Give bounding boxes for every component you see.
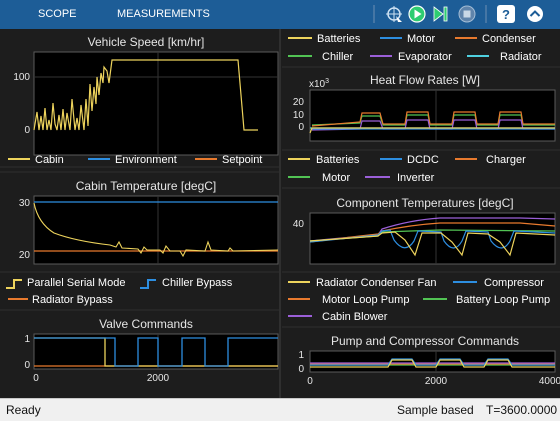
legend-label: Evaporator (398, 51, 452, 63)
vehicle-speed-trace (33, 59, 258, 131)
stop-icon[interactable] (458, 5, 476, 23)
chiller-heat-trace (311, 114, 555, 126)
legend-label: Cabin (35, 154, 64, 166)
status-bar: Ready Sample based T=3600.0000 (0, 398, 560, 421)
radiator-fan-trace (310, 359, 555, 368)
collapse-icon[interactable] (527, 6, 543, 22)
legend-label: Condenser (482, 33, 536, 45)
ytick-label: 30 (19, 198, 31, 209)
legend-label: Motor Loop Pump (322, 294, 409, 306)
vehicle-speed-axes[interactable] (33, 51, 279, 156)
cabin-temp-panel: Cabin Temperature [degC] 30 20 (19, 179, 279, 265)
xtick-label: 2000 (425, 376, 448, 387)
heat-flow-panel: Heat Flow Rates [W] x103 20 10 0 (293, 73, 556, 142)
step-forward-icon[interactable] (433, 6, 448, 22)
cursor-icon[interactable] (386, 6, 402, 22)
pump-axes[interactable] (309, 350, 556, 373)
legend-label: Motor (322, 172, 350, 184)
legend-label: Setpoint (222, 154, 262, 166)
run-icon[interactable] (408, 5, 426, 23)
legend-label: Battery Loop Pump (456, 294, 550, 306)
ytick-label: 0 (298, 122, 304, 133)
ytick-label: 0 (24, 360, 30, 371)
help-icon[interactable]: ? (497, 5, 515, 23)
vehicle-speed-panel: Vehicle Speed [km/hr] 100 0 (13, 35, 279, 156)
legend-label: Charger (486, 154, 526, 166)
legend-label: Cabin Blower (322, 311, 388, 323)
valve-axes[interactable] (33, 333, 279, 370)
component-temp-legend: Batteries DCDC Charger Motor Inverter (288, 154, 526, 184)
legend-label: Parallel Serial Mode (27, 277, 125, 289)
heat-flow-title: Heat Flow Rates [W] (370, 73, 480, 87)
batteries-heat-trace (309, 127, 555, 134)
cabin-trace (33, 202, 279, 258)
pump-legend: Radiator Condenser Fan Compressor Motor … (288, 277, 550, 323)
batteries-temp-trace (309, 231, 556, 257)
ytick-label: 100 (13, 72, 30, 83)
pump-panel: Pump and Compressor Commands 1 0 0 2000 … (298, 334, 560, 387)
legend-label: Chiller Bypass (162, 277, 233, 289)
cabin-temp-legend: Cabin Environment Setpoint (8, 154, 262, 166)
svg-text:?: ? (502, 7, 510, 22)
valve-panel: Valve Commands 1 0 0 2000 (24, 317, 279, 384)
tab-measurements[interactable]: MEASUREMENTS (117, 8, 210, 20)
xtick-label: 0 (33, 373, 39, 384)
cabin-temp-axes[interactable] (33, 195, 279, 265)
legend-label: Radiator (500, 51, 542, 63)
ytick-label: 0 (298, 364, 304, 375)
tab-scope[interactable]: SCOPE (38, 8, 77, 20)
legend-label: Radiator Bypass (32, 294, 113, 306)
cabin-temp-title: Cabin Temperature [degC] (76, 179, 217, 193)
legend-label: Chiller (322, 51, 354, 63)
valve-legend: Parallel Serial Mode Chiller Bypass Radi… (6, 277, 233, 306)
toolbar-icon-group: ? (368, 2, 560, 26)
vehicle-speed-title: Vehicle Speed [km/hr] (88, 35, 205, 49)
component-temp-title: Component Temperatures [degC] (336, 196, 513, 210)
status-time: T=3600.0000 (486, 403, 558, 417)
scope-plot-area: Vehicle Speed [km/hr] 100 0 Cabin Enviro… (0, 29, 560, 398)
legend-label: Compressor (484, 277, 544, 289)
legend-label: Radiator Condenser Fan (316, 277, 436, 289)
ytick-label: 40 (293, 219, 305, 230)
xtick-label: 4000 (539, 376, 560, 387)
component-temp-panel: Component Temperatures [degC] 40 (293, 196, 556, 265)
pump-title: Pump and Compressor Commands (331, 334, 519, 348)
dcdc-temp-trace (309, 229, 556, 249)
chiller-bypass-trace (34, 337, 278, 367)
ytick-label: 0 (24, 125, 30, 136)
status-sample-mode: Sample based (397, 403, 474, 417)
legend-label: DCDC (407, 154, 439, 166)
toolbar: SCOPE MEASUREMENTS (0, 0, 560, 30)
ytick-label: 1 (24, 334, 30, 345)
compressor-trace (310, 358, 555, 366)
heat-flow-legend: Batteries Motor Condenser Chiller Evapor… (288, 33, 542, 63)
valve-title: Valve Commands (99, 317, 193, 331)
condenser-heat-trace (311, 111, 555, 127)
ytick-label: 10 (293, 110, 305, 121)
legend-label: Batteries (317, 33, 361, 45)
legend-label: Batteries (316, 154, 360, 166)
ytick-label: 1 (298, 350, 304, 361)
legend-label: Environment (115, 154, 177, 166)
ytick-label: 20 (293, 97, 305, 108)
legend-label: Motor (407, 33, 435, 45)
axis-multiplier: x103 (309, 78, 329, 90)
xtick-label: 2000 (147, 373, 170, 384)
legend-label: Inverter (397, 172, 435, 184)
status-ready: Ready (6, 403, 41, 417)
ytick-label: 20 (19, 250, 31, 261)
xtick-label: 0 (307, 376, 313, 387)
